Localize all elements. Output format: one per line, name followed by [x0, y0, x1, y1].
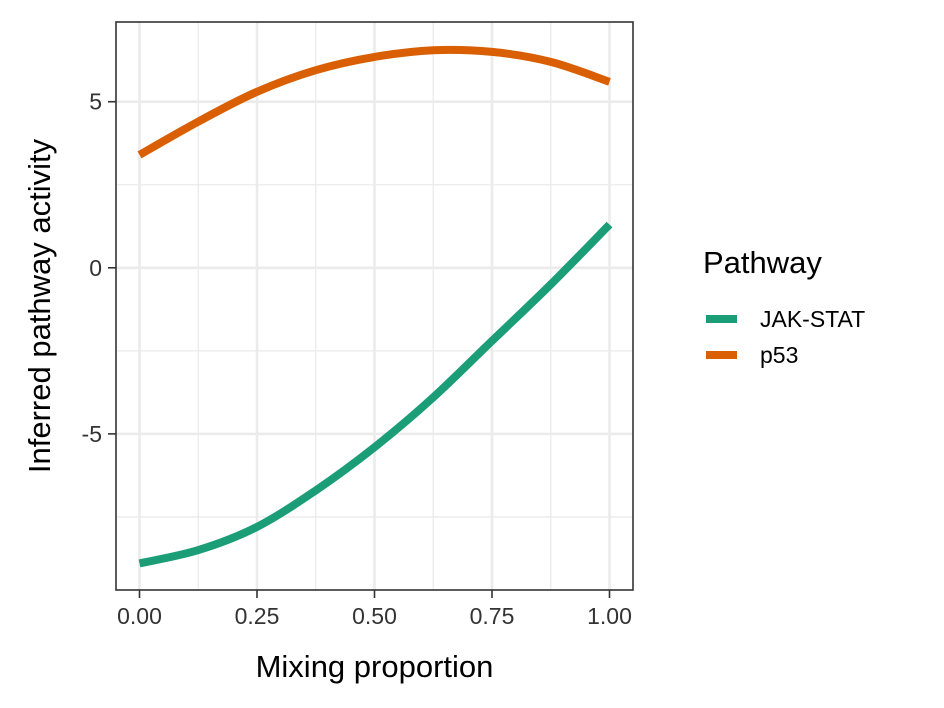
x-tick-label: 0.00 — [117, 603, 162, 629]
y-tick-label: -5 — [82, 421, 102, 447]
y-tick-label: 0 — [89, 255, 102, 281]
x-axis-title: Mixing proportion — [256, 649, 494, 684]
x-axis: 0.00 0.25 0.50 0.75 1.00 — [117, 590, 632, 629]
legend-items: JAK-STAT p53 — [706, 306, 865, 368]
major-gridlines — [116, 22, 633, 590]
y-axis-title: Inferred pathway activity — [22, 138, 57, 473]
x-tick-label: 0.50 — [352, 603, 397, 629]
y-axis: -5 0 5 — [82, 89, 116, 447]
x-tick-label: 1.00 — [587, 603, 632, 629]
legend: Pathway JAK-STAT p53 — [703, 245, 865, 368]
legend-label: JAK-STAT — [760, 306, 865, 332]
y-tick-label: 5 — [89, 89, 102, 115]
series-line-jak-stat — [138, 221, 613, 568]
series-line-p53 — [137, 45, 611, 159]
series-lines — [137, 45, 613, 568]
legend-label: p53 — [760, 342, 798, 368]
legend-title: Pathway — [703, 245, 822, 280]
x-tick-label: 0.25 — [235, 603, 280, 629]
x-tick-label: 0.75 — [470, 603, 515, 629]
